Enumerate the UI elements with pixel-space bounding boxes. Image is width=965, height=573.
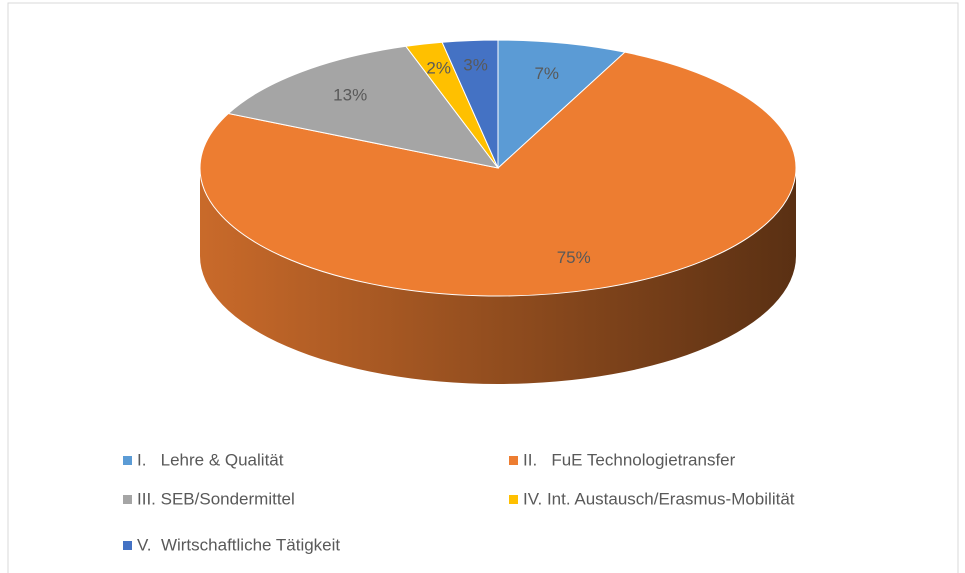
data-label: 75% bbox=[557, 248, 591, 267]
slice bbox=[199, 51, 797, 297]
legend-swatch bbox=[123, 495, 132, 504]
legend-swatch bbox=[123, 456, 132, 465]
slice bbox=[497, 39, 626, 170]
data-label: 2% bbox=[426, 58, 451, 77]
legend-label: IV. Int. Austausch/Erasmus-Mobilität bbox=[523, 489, 795, 508]
legend-swatch bbox=[123, 541, 132, 550]
data-label: 13% bbox=[333, 85, 367, 104]
legend-label: I. Lehre & Qualität bbox=[137, 450, 284, 469]
legend-label: II. FuE Technologietransfer bbox=[523, 450, 736, 469]
legend-swatch bbox=[509, 456, 518, 465]
slice bbox=[441, 39, 499, 169]
slice-side bbox=[200, 168, 796, 384]
legend-swatch bbox=[509, 495, 518, 504]
data-label: 3% bbox=[463, 56, 488, 75]
legend-label: III. SEB/Sondermittel bbox=[137, 489, 295, 508]
slice bbox=[227, 45, 500, 169]
data-label: 7% bbox=[534, 64, 559, 83]
chart-frame bbox=[7, 2, 959, 573]
legend-label: V. Wirtschaftliche Tätigkeit bbox=[137, 535, 340, 554]
